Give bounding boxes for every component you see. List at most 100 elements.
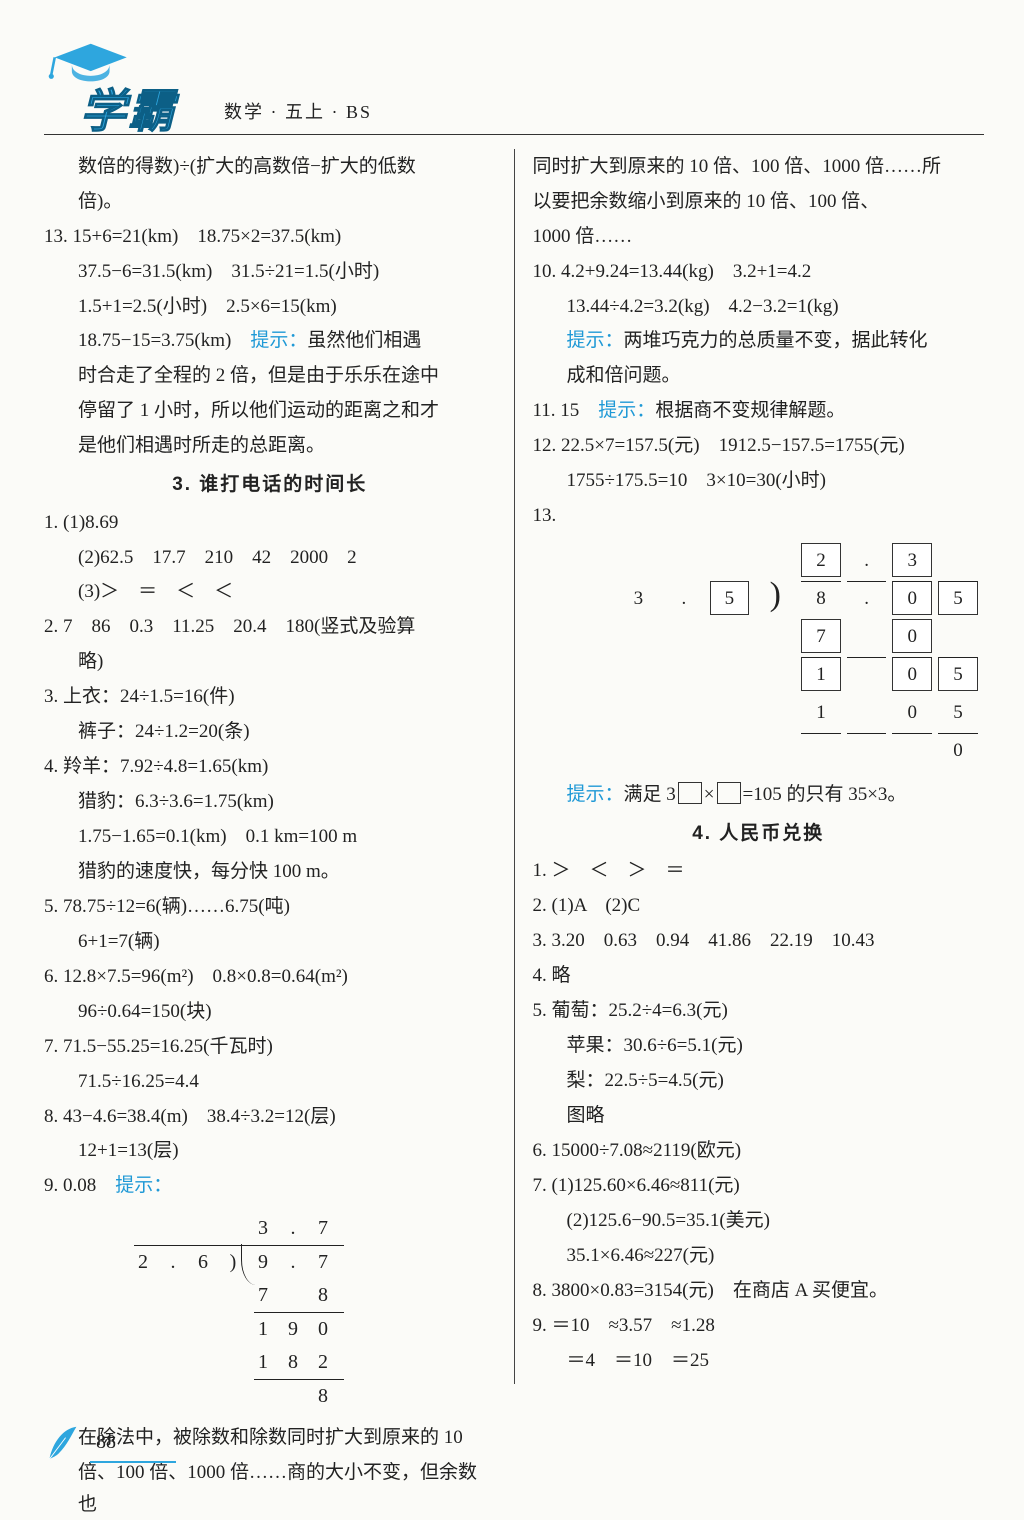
text-line: 13. [533,500,985,531]
text: 根据商不变规律解题。 [655,400,845,421]
ld1-dd2: 7 [314,1245,344,1279]
ld2-dd1: . [847,581,886,615]
text-line: 倍)。 [44,186,496,217]
text-line: 35.1×6.46≈227(元) [533,1240,985,1271]
ld1-q2: 7 [314,1212,344,1246]
ld2-r3-2: 5 [938,695,978,729]
text-line: 同时扩大到原来的 10 倍、100 倍、1000 倍……所 [533,151,985,182]
text-line: 猎豹的速度快，每分快 100 m。 [44,856,496,887]
ld2-dvs1: . [664,581,703,615]
hint-label: 提示： [567,784,624,805]
text: 9. 0.08 [44,1175,115,1196]
brand-title: 学霸 [80,74,176,150]
hint-label: 提示： [115,1175,172,1196]
right-column: 同时扩大到原来的 10 倍、100 倍、1000 倍……所 以要把余数缩小到原来… [533,149,985,1384]
text-line: 18.75−15=3.75(km) 提示：虽然他们相遇 [44,325,496,356]
text-line: 5. 葡萄：25.2÷4=6.3(元) [533,995,985,1026]
ld1-r4-0: 8 [314,1379,344,1413]
text-line: 5. 78.75÷12=6(辆)……6.75(吨) [44,891,496,922]
section-title: 4. 人民币兑换 [533,818,985,849]
text-line: ＝4 ＝10 ＝25 [533,1345,985,1376]
text-line: 7. 71.5−55.25=16.25(千瓦时) [44,1031,496,1062]
ld2-q0: 2 [801,543,841,577]
ld1-q1: . [284,1212,314,1246]
column-divider [514,149,515,1384]
text-line: (2)125.6−90.5=35.1(美元) [533,1205,985,1236]
text-line: 8. 3800×0.83=3154(元) 在商店 A 买便宜。 [533,1275,985,1306]
text-line: 以要把余数缩小到原来的 10 倍、100 倍、 [533,186,985,217]
ld2-q1: . [847,543,886,577]
text-line: 1000 倍…… [533,221,985,252]
text-line: 71.5÷16.25=4.4 [44,1066,496,1097]
text-line: 倍、100 倍、1000 倍……商的大小不变，但余数也 [44,1457,496,1520]
blank-box-icon [678,782,702,804]
text-line: 9. ＝10 ≈3.57 ≈1.28 [533,1310,985,1341]
page: 学霸 数学 · 五上 · BS 数倍的得数)÷(扩大的高数倍−扩大的低数 倍)。… [0,0,1024,1487]
text-line: 1755÷175.5=10 3×10=30(小时) [533,465,985,496]
ld2-r1-0: 7 [801,619,841,653]
ld1-r3-2: 2 [314,1346,344,1380]
ld2-dvs0: 3 [619,581,659,615]
text-line: 3. 3.20 0.63 0.94 41.86 22.19 10.43 [533,925,985,956]
text-line: 10. 4.2+9.24=13.44(kg) 3.2+1=4.2 [533,256,985,287]
ld1-r3-0: 1 [254,1346,284,1380]
ld1-r3-1: 8 [284,1346,314,1380]
text-line: 13.44÷4.2=3.2(kg) 4.2−3.2=1(kg) [533,291,985,322]
text-line: 略) [44,646,496,677]
ld1-r1-1: 8 [314,1279,344,1313]
long-division-1: 3 . 7 2 . 6 ) 9 . 7 7 [134,1212,496,1413]
text-line: 4. 羚羊：7.92÷4.8=1.65(km) [44,751,496,782]
left-column: 数倍的得数)÷(扩大的高数倍−扩大的低数 倍)。 13. 15+6=21(km)… [44,149,496,1384]
text-line: 图略 [533,1100,985,1131]
text-line: 提示：满足 3 × =105 的只有 35×3。 [533,779,985,810]
ld1-dd1: . [284,1245,314,1279]
text: =105 的只有 35×3。 [743,784,907,805]
text-line: 37.5−6=31.5(km) 31.5÷21=1.5(小时) [44,256,496,287]
text-line: 6. 15000÷7.08≈2119(欧元) [533,1135,985,1166]
hint-label: 提示： [598,400,655,421]
text-line: 13. 15+6=21(km) 18.75×2=37.5(km) [44,221,496,252]
content-columns: 数倍的得数)÷(扩大的高数倍−扩大的低数 倍)。 13. 15+6=21(km)… [44,149,984,1384]
text-line: 提示：两堆巧克力的总质量不变，据此转化 [533,325,985,356]
text-line: 9. 0.08 提示： [44,1170,496,1201]
text-line: 7. (1)125.60×6.46≈811(元) [533,1170,985,1201]
ld1-q0: 3 [254,1212,284,1246]
brand-subtitle: 数学 · 五上 · BS [224,98,372,128]
feather-icon [44,1423,80,1463]
text-line: 11. 15 提示：根据商不变规律解题。 [533,395,985,426]
text-line: 数倍的得数)÷(扩大的高数倍−扩大的低数 [44,151,496,182]
text-line: 96÷0.64=150(块) [44,996,496,1027]
blank-box-icon [717,782,741,804]
division-paren: ) [224,1245,254,1279]
ld1-r2-2: 0 [314,1312,344,1346]
text-line: 12+1=13(层) [44,1135,496,1166]
ld2-q2: 3 [892,543,932,577]
text-line: 1.5+1=2.5(小时) 2.5×6=15(km) [44,291,496,322]
text: 满足 3 [624,784,676,805]
text-line: 12. 22.5×7=157.5(元) 1912.5−157.5=1755(元) [533,430,985,461]
ld2-dd2: 0 [892,581,932,615]
ld1-dv1: . [164,1245,194,1279]
division-paren: ) [755,581,795,615]
text: 两堆巧克力的总质量不变，据此转化 [624,330,928,351]
text-line: 3. 上衣：24÷1.5=16(件) [44,681,496,712]
text-line: 1. (1)8.69 [44,507,496,538]
ld1-dv0: 2 [134,1245,164,1279]
text: × [704,784,715,805]
text-line: 4. 略 [533,960,985,991]
ld2-r4-0: 0 [938,733,978,767]
ld2-r3-0: 1 [801,695,841,729]
page-footer: 88 [44,1423,176,1463]
text-line: 成和倍问题。 [533,360,985,391]
text-line: 1. ＞ ＜ ＞ ＝ [533,855,985,886]
ld2-r3-1: 0 [892,695,932,729]
hint-label: 提示： [250,330,307,351]
text-line: 是他们相遇时所走的总距离。 [44,430,496,461]
ld2-r2-1: 0 [892,657,932,691]
page-number: 88 [90,1426,176,1463]
long-division-2: 2 . 3 3 . 5 ) 8 . 0 5 [613,539,985,771]
ld2-r1-1: 0 [892,619,932,653]
text-line: (2)62.5 17.7 210 42 2000 2 [44,542,496,573]
text: 18.75−15=3.75(km) [78,330,250,351]
text-line: 苹果：30.6÷6=5.1(元) [533,1030,985,1061]
